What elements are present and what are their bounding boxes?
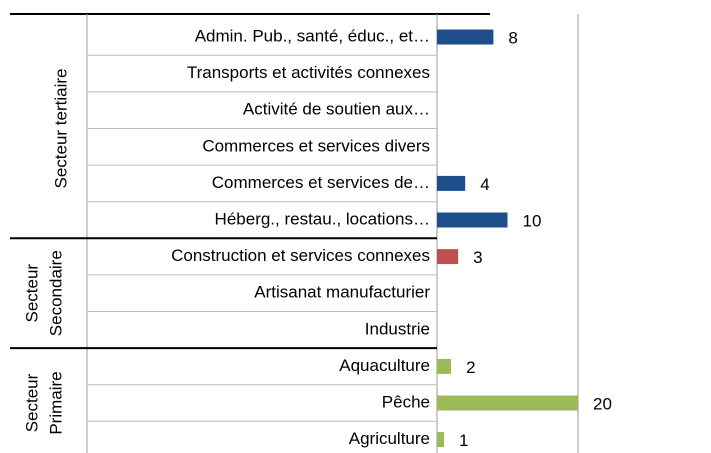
bar <box>437 395 578 411</box>
bar <box>437 29 494 45</box>
category-label: Artisanat manufacturier <box>254 283 430 302</box>
bar <box>437 212 508 228</box>
group-label: Secteur <box>22 264 41 323</box>
bar <box>437 175 466 191</box>
category-label: Admin. Pub., santé, éduc., et… <box>195 26 430 45</box>
bar <box>437 249 459 265</box>
group-label: Secteur <box>22 373 41 432</box>
category-label: Industrie <box>365 319 430 338</box>
group-label: Secondaire <box>46 250 65 336</box>
bar <box>437 358 452 374</box>
category-label: Héberg., restau., locations… <box>215 209 430 228</box>
category-label: Aquaculture <box>339 356 430 375</box>
category-label: Pêche <box>382 392 430 411</box>
category-label: Commerces et services divers <box>202 136 430 155</box>
category-label: Commerces et services de… <box>212 173 430 192</box>
value-label: 10 <box>523 211 542 230</box>
value-label: 20 <box>593 394 612 413</box>
bar <box>437 432 445 448</box>
category-label: Construction et services connexes <box>171 246 430 265</box>
group-label: Primaire <box>46 371 65 434</box>
value-label: 2 <box>466 358 475 377</box>
group-label: Secteur tertiaire <box>51 69 70 189</box>
category-label: Agriculture <box>349 429 430 448</box>
value-label: 4 <box>480 175 489 194</box>
category-label: Activité de soutien aux… <box>243 100 430 119</box>
value-label: 8 <box>508 28 517 47</box>
value-label: 1 <box>459 431 468 450</box>
value-label: 3 <box>473 248 482 267</box>
category-label: Transports et activités connexes <box>187 63 430 82</box>
